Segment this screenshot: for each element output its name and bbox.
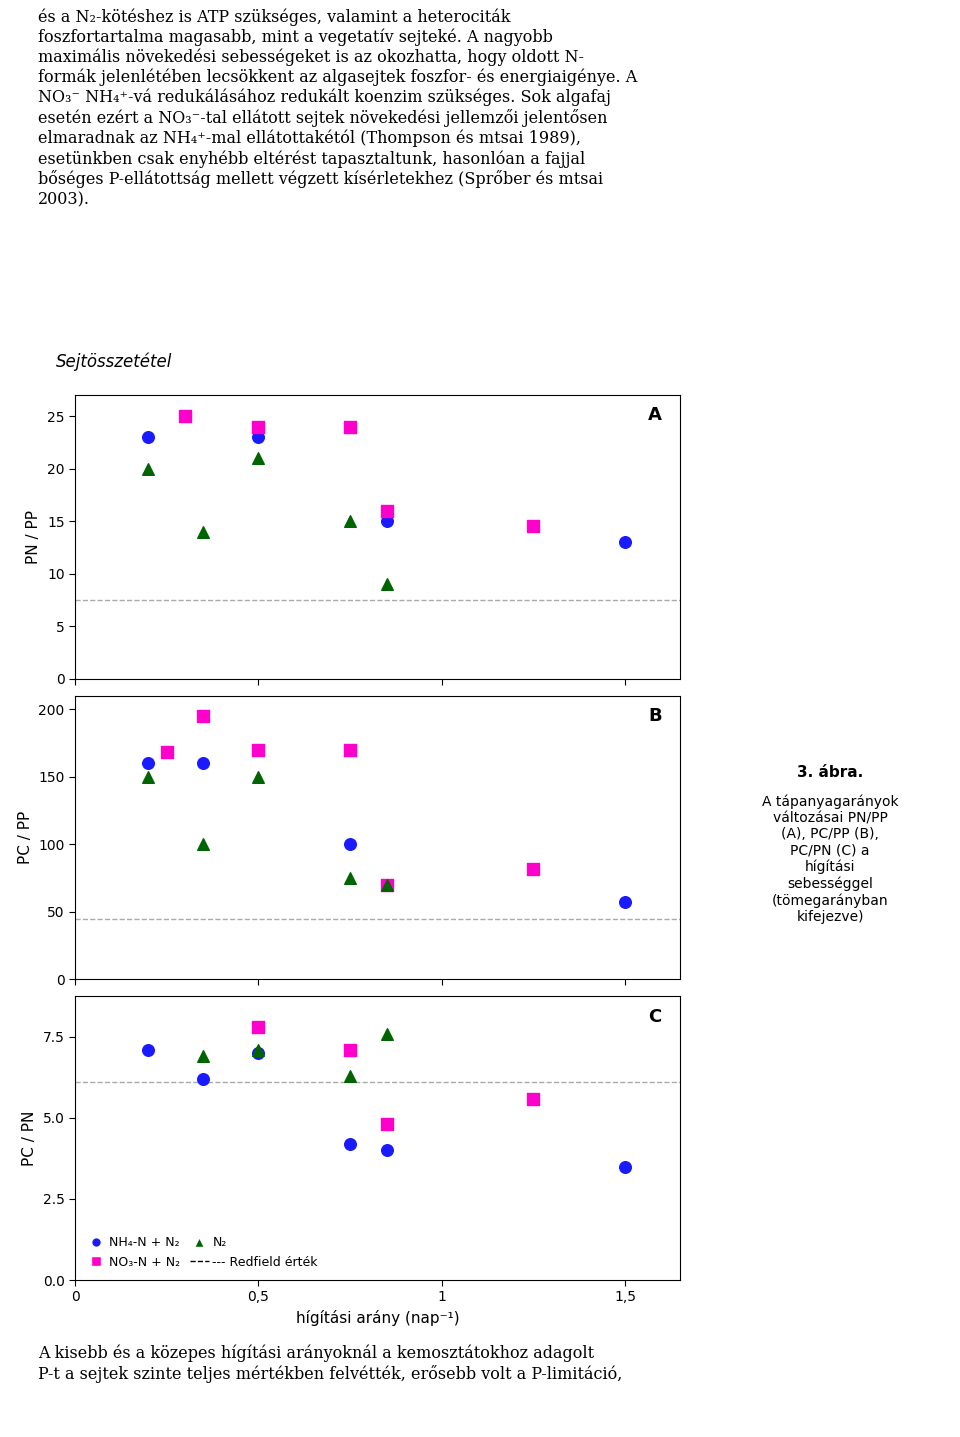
Text: A: A bbox=[648, 407, 661, 424]
Point bbox=[251, 415, 266, 438]
Text: és a N₂-kötéshez is ATP szükséges, valamint a heterociták
foszfortartalma magasa: és a N₂-kötéshez is ATP szükséges, valam… bbox=[38, 9, 637, 208]
Point bbox=[379, 1114, 395, 1137]
Point bbox=[379, 874, 395, 897]
Point bbox=[141, 1039, 156, 1062]
Point bbox=[343, 510, 358, 533]
Point bbox=[343, 415, 358, 438]
Point bbox=[617, 891, 633, 914]
Point bbox=[343, 867, 358, 890]
Text: Sejtösszetétel: Sejtösszetétel bbox=[56, 352, 172, 371]
Point bbox=[196, 704, 211, 727]
Point bbox=[343, 1132, 358, 1155]
Point bbox=[251, 766, 266, 789]
Point bbox=[196, 752, 211, 775]
Point bbox=[196, 520, 211, 543]
Point bbox=[343, 739, 358, 762]
Point bbox=[617, 530, 633, 553]
Point bbox=[141, 752, 156, 775]
Point bbox=[251, 1016, 266, 1039]
Text: A kisebb és a közepes hígítási arányoknál a kemosztátokhoz adagolt
P-t a sejtek : A kisebb és a közepes hígítási arányokná… bbox=[38, 1345, 623, 1384]
X-axis label: hígítási arány (nap⁻¹): hígítási arány (nap⁻¹) bbox=[296, 1311, 459, 1326]
Point bbox=[251, 739, 266, 762]
Point bbox=[251, 425, 266, 448]
Point bbox=[141, 766, 156, 789]
Point bbox=[196, 1045, 211, 1068]
Point bbox=[379, 874, 395, 897]
Point bbox=[159, 741, 175, 764]
Point bbox=[178, 404, 193, 427]
Point bbox=[343, 415, 358, 438]
Y-axis label: PC / PN: PC / PN bbox=[22, 1111, 37, 1165]
Point bbox=[141, 425, 156, 448]
Point bbox=[196, 1068, 211, 1091]
Point bbox=[617, 1155, 633, 1178]
Point bbox=[379, 510, 395, 533]
Text: 3. ábra.: 3. ábra. bbox=[797, 764, 863, 780]
Point bbox=[343, 833, 358, 856]
Point bbox=[526, 856, 541, 879]
Point bbox=[379, 1022, 395, 1045]
Point bbox=[251, 1042, 266, 1065]
Point bbox=[379, 1140, 395, 1163]
Point bbox=[251, 447, 266, 470]
Text: A tápanyagarányok
változásai PN/PP
(A), PC/PP (B),
PC/PN (C) a
hígítási
sebesség: A tápanyagarányok változásai PN/PP (A), … bbox=[761, 795, 899, 924]
Point bbox=[343, 1065, 358, 1088]
Text: B: B bbox=[648, 707, 661, 726]
Point bbox=[251, 1039, 266, 1062]
Point bbox=[379, 572, 395, 595]
Point bbox=[526, 514, 541, 537]
Point bbox=[379, 874, 395, 897]
Text: C: C bbox=[649, 1007, 661, 1026]
Y-axis label: PN / PP: PN / PP bbox=[27, 510, 41, 563]
Legend: NH₄-N + N₂, NO₃-N + N₂, N₂, --- Redfield érték: NH₄-N + N₂, NO₃-N + N₂, N₂, --- Redfield… bbox=[82, 1232, 323, 1273]
Point bbox=[343, 1039, 358, 1062]
Point bbox=[141, 457, 156, 480]
Point bbox=[379, 499, 395, 522]
Point bbox=[196, 833, 211, 856]
Y-axis label: PC / PP: PC / PP bbox=[17, 810, 33, 864]
Point bbox=[526, 1086, 541, 1109]
